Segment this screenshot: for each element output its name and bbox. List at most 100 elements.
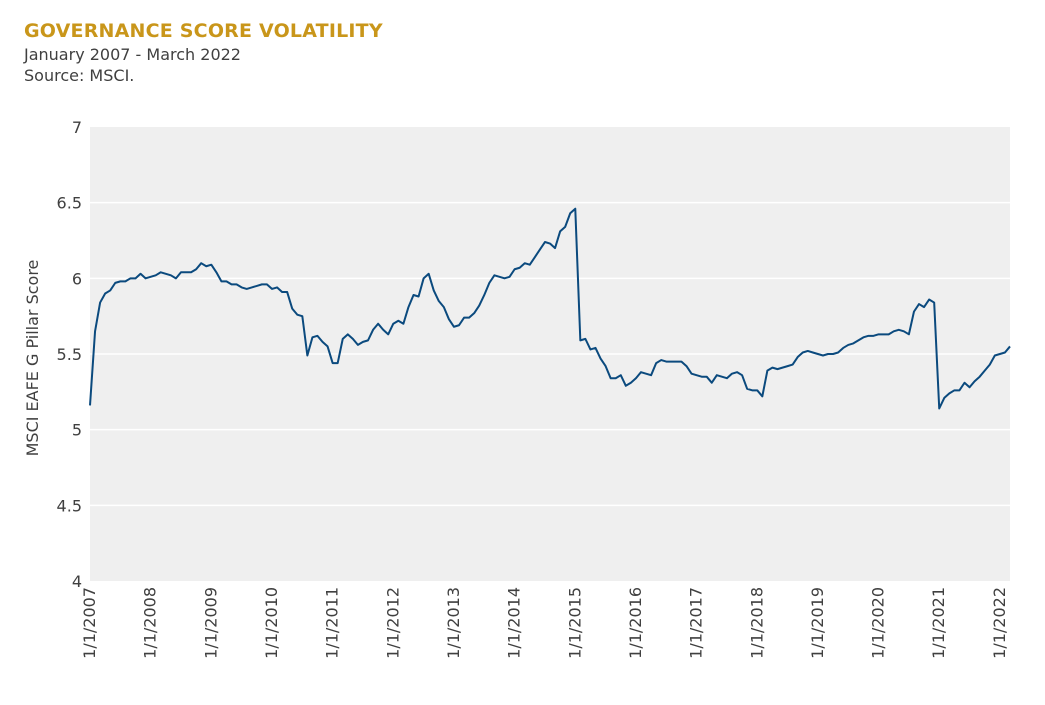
x-tick-label: 1/1/2017 <box>687 587 706 659</box>
data-point <box>124 280 126 282</box>
data-point <box>969 386 971 388</box>
x-tick-label: 1/1/2007 <box>80 587 99 659</box>
data-point <box>974 380 976 382</box>
data-point <box>114 282 116 284</box>
data-point <box>504 277 506 279</box>
data-point <box>397 320 399 322</box>
data-point <box>913 311 915 313</box>
data-point <box>539 249 541 251</box>
data-point <box>615 377 617 379</box>
data-point <box>170 274 172 276</box>
data-point <box>190 271 192 273</box>
data-point <box>574 208 576 210</box>
data-point <box>842 347 844 349</box>
data-point <box>721 376 723 378</box>
data-point <box>802 351 804 353</box>
data-point <box>372 329 374 331</box>
data-point <box>938 407 940 409</box>
data-point <box>160 271 162 273</box>
data-point <box>898 329 900 331</box>
data-point <box>514 268 516 270</box>
data-point <box>847 344 849 346</box>
data-point <box>999 353 1001 355</box>
y-axis-label: MSCI EAFE G Pillar Score <box>23 260 42 457</box>
data-point <box>964 382 966 384</box>
data-point <box>433 289 435 291</box>
data-point <box>150 276 152 278</box>
data-point <box>706 376 708 378</box>
y-tick-label: 5 <box>72 421 82 440</box>
data-point <box>195 268 197 270</box>
x-tick-label: 1/1/2009 <box>201 587 220 659</box>
data-point <box>256 285 258 287</box>
data-point <box>625 385 627 387</box>
data-point <box>301 315 303 317</box>
data-point <box>776 368 778 370</box>
data-point <box>266 283 268 285</box>
data-point <box>327 345 329 347</box>
data-point <box>817 353 819 355</box>
data-point <box>873 335 875 337</box>
y-tick-label: 6.5 <box>57 194 82 213</box>
data-point <box>413 294 415 296</box>
data-point <box>155 274 157 276</box>
data-point <box>251 286 253 288</box>
data-point <box>134 277 136 279</box>
data-point <box>392 323 394 325</box>
data-point <box>145 277 147 279</box>
data-point <box>584 338 586 340</box>
data-point <box>488 282 490 284</box>
data-point <box>94 330 96 332</box>
data-point <box>225 280 227 282</box>
data-point <box>357 344 359 346</box>
data-point <box>878 333 880 335</box>
data-point <box>236 283 238 285</box>
data-point <box>888 333 890 335</box>
y-tick-label: 4.5 <box>57 496 82 515</box>
data-point <box>630 382 632 384</box>
data-point <box>640 371 642 373</box>
data-point <box>478 305 480 307</box>
x-tick-label: 1/1/2015 <box>565 587 584 659</box>
series-line-governance-score <box>89 207 1011 410</box>
data-point <box>645 373 647 375</box>
data-point <box>787 365 789 367</box>
data-point <box>332 362 334 364</box>
gridlines <box>90 201 1010 507</box>
data-point <box>696 374 698 376</box>
data-point <box>761 395 763 397</box>
data-point <box>529 264 531 266</box>
data-point <box>498 276 500 278</box>
data-point <box>215 271 217 273</box>
data-point <box>989 364 991 366</box>
y-tick-label: 4 <box>72 572 82 591</box>
chart-subtitle: January 2007 - March 2022 <box>24 45 241 64</box>
x-tick-label: 1/1/2013 <box>444 587 463 659</box>
data-point <box>463 317 465 319</box>
data-point <box>953 389 955 391</box>
data-point <box>797 356 799 358</box>
data-point <box>473 312 475 314</box>
data-point <box>741 374 743 376</box>
y-axis-ticks: 4 4.5 5 5.5 6 6.5 7 <box>57 118 82 591</box>
data-point <box>867 335 869 337</box>
data-point <box>979 376 981 378</box>
data-point <box>220 280 222 282</box>
data-point <box>448 318 450 320</box>
data-point <box>205 265 207 267</box>
data-point <box>660 359 662 361</box>
data-point <box>387 333 389 335</box>
data-point <box>165 273 167 275</box>
data-point <box>594 347 596 349</box>
data-point <box>241 286 243 288</box>
x-tick-label: 1/1/2021 <box>929 587 948 659</box>
data-point <box>792 364 794 366</box>
data-point <box>534 256 536 258</box>
data-point <box>569 212 571 214</box>
data-point <box>554 247 556 249</box>
x-tick-label: 1/1/2020 <box>869 587 888 659</box>
data-point <box>943 397 945 399</box>
x-tick-label: 1/1/2008 <box>141 587 160 659</box>
data-point <box>109 289 111 291</box>
data-point <box>362 341 364 343</box>
